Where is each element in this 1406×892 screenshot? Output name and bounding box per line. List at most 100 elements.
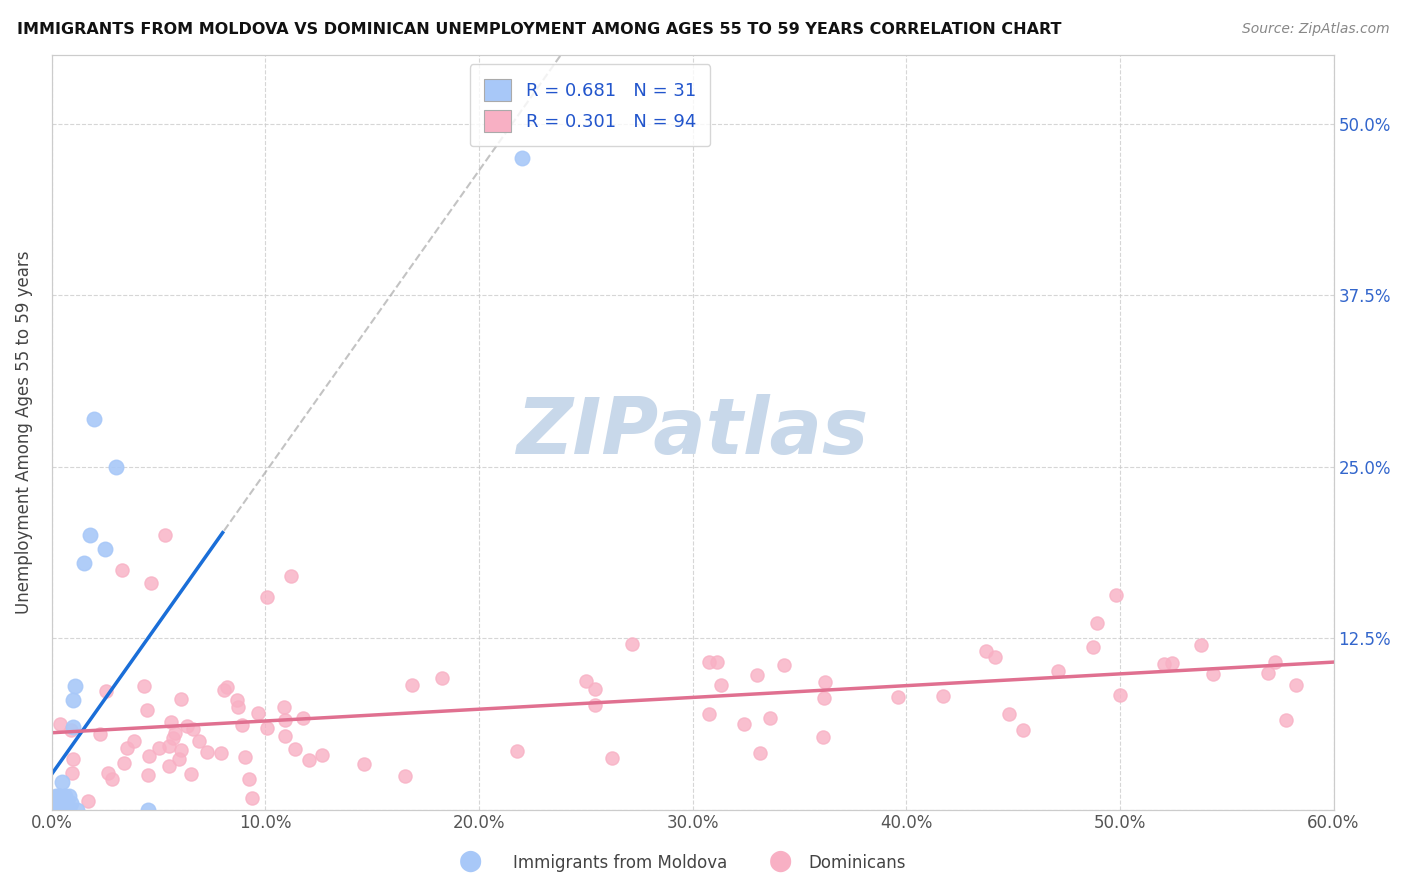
Point — [353, 756, 375, 771]
Point — [181, 722, 204, 736]
Point — [212, 683, 235, 698]
Point — [583, 698, 606, 713]
Point — [58, 803, 80, 817]
Point — [138, 748, 160, 763]
Point — [273, 700, 295, 714]
Point — [733, 717, 755, 731]
Point — [284, 742, 307, 756]
Point — [575, 673, 598, 688]
Point — [170, 691, 193, 706]
Point — [209, 746, 232, 760]
Point — [932, 689, 955, 703]
Point — [51, 775, 73, 789]
Point — [1264, 656, 1286, 670]
Point — [1046, 664, 1069, 678]
Point — [170, 743, 193, 757]
Point — [401, 678, 423, 692]
Point — [76, 794, 98, 808]
Point — [62, 693, 84, 707]
Point — [1153, 657, 1175, 672]
Point — [600, 750, 623, 764]
Point — [1012, 723, 1035, 738]
Point — [73, 556, 96, 570]
Point — [162, 731, 184, 746]
Point — [94, 541, 117, 556]
Point — [46, 789, 69, 803]
Point — [46, 803, 69, 817]
Point — [1189, 638, 1212, 652]
Point — [274, 713, 297, 727]
Point — [1257, 666, 1279, 681]
Point — [1275, 714, 1298, 728]
Point — [136, 803, 159, 817]
Point — [45, 789, 67, 803]
Point — [53, 803, 76, 817]
Point — [112, 756, 135, 770]
Point — [135, 703, 157, 717]
Point — [157, 759, 180, 773]
Point — [46, 796, 69, 810]
Point — [101, 772, 124, 786]
Point — [814, 675, 837, 690]
Point — [58, 789, 80, 803]
Point — [122, 734, 145, 748]
Point — [62, 752, 84, 766]
Point — [1105, 588, 1128, 602]
Point — [710, 678, 733, 692]
Point — [430, 671, 453, 685]
Point — [697, 706, 720, 721]
Point — [1285, 678, 1308, 692]
Point — [53, 789, 76, 803]
Text: Source: ZipAtlas.com: Source: ZipAtlas.com — [1241, 22, 1389, 37]
Point — [813, 690, 835, 705]
Point — [984, 650, 1007, 665]
Text: ⬤: ⬤ — [460, 851, 482, 872]
Point — [148, 740, 170, 755]
Point — [111, 562, 134, 576]
Point — [773, 657, 796, 672]
Point — [94, 684, 117, 698]
Point — [165, 726, 187, 740]
Point — [176, 719, 198, 733]
Point — [225, 693, 247, 707]
Point — [748, 746, 770, 760]
Point — [188, 733, 211, 747]
Point — [226, 700, 249, 714]
Point — [42, 803, 65, 817]
Point — [49, 789, 72, 803]
Point — [45, 803, 67, 817]
Point — [139, 576, 162, 591]
Point — [59, 796, 82, 810]
Point — [256, 590, 278, 604]
Point — [51, 796, 73, 810]
Point — [998, 707, 1021, 722]
Point — [291, 711, 314, 725]
Point — [240, 790, 263, 805]
Text: ⬤: ⬤ — [769, 851, 792, 872]
Point — [697, 655, 720, 669]
Point — [55, 803, 77, 817]
Point — [215, 680, 238, 694]
Point — [97, 765, 120, 780]
Point — [233, 749, 256, 764]
Point — [45, 796, 67, 810]
Point — [706, 655, 728, 669]
Point — [89, 726, 111, 740]
Point — [65, 679, 87, 693]
Legend: R = 0.681   N = 31, R = 0.301   N = 94: R = 0.681 N = 31, R = 0.301 N = 94 — [470, 64, 710, 146]
Point — [83, 411, 105, 425]
Point — [974, 643, 997, 657]
Point — [247, 706, 270, 721]
Point — [132, 680, 155, 694]
Point — [42, 796, 65, 810]
Point — [115, 741, 138, 756]
Point — [49, 717, 72, 731]
Point — [104, 459, 127, 474]
Point — [256, 721, 278, 735]
Point — [280, 569, 302, 583]
Point — [759, 711, 782, 725]
Point — [505, 744, 527, 758]
Point — [238, 772, 260, 787]
Point — [1202, 667, 1225, 681]
Point — [1085, 615, 1108, 630]
